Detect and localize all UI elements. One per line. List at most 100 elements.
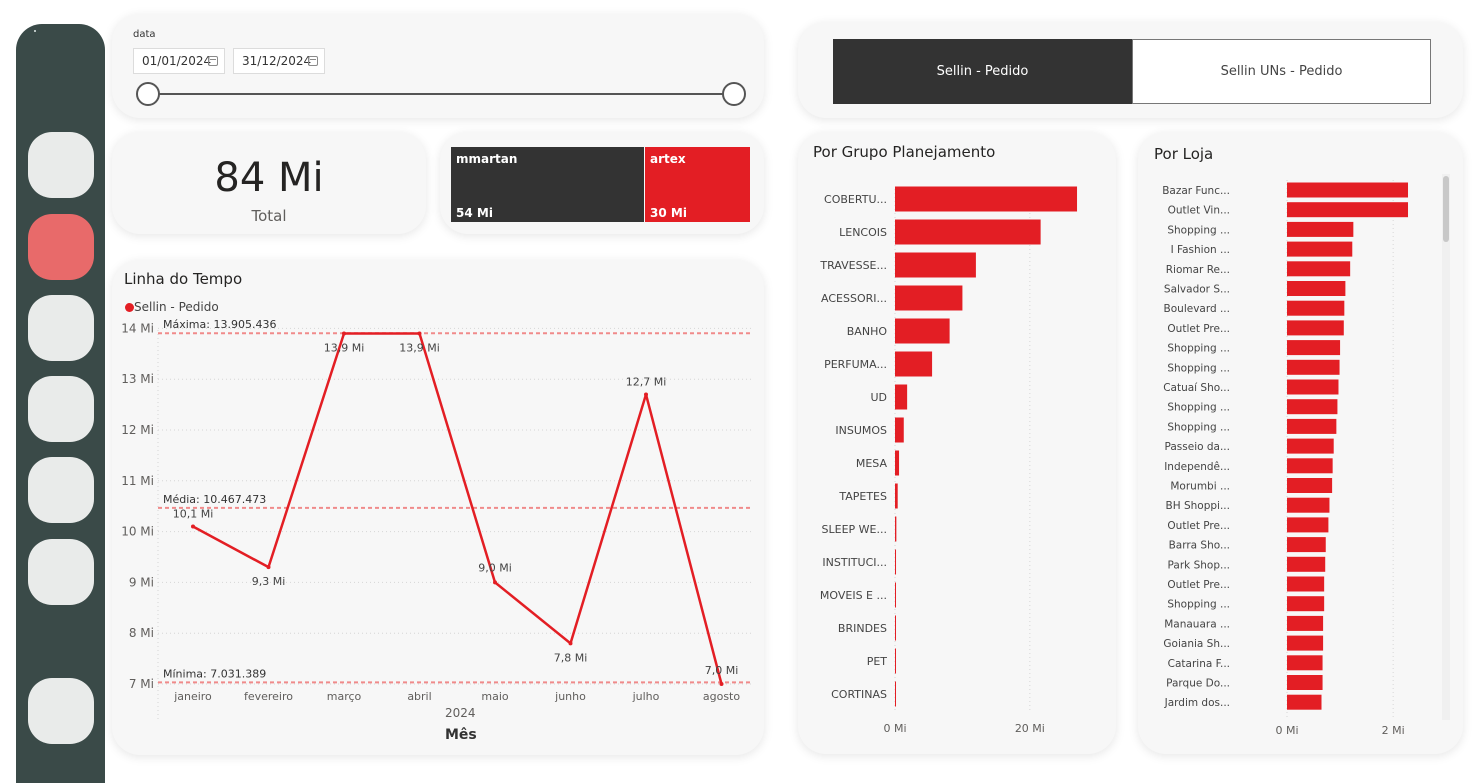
y-tick-label: 10 Mi [121,525,154,539]
treemap-tile-mmartan[interactable]: mmartan 54 Mi [451,147,644,222]
bar[interactable] [1287,281,1346,296]
bar[interactable] [1287,399,1338,415]
bar[interactable] [895,252,976,278]
treemap-tile-artex[interactable]: artex 30 Mi [645,147,750,222]
avg-reference-line-label: Média: 10.467.473 [163,493,266,506]
bar[interactable] [895,219,1041,245]
data-label: 9,0 Mi [478,561,512,574]
calendar-icon[interactable] [308,56,318,66]
bar[interactable] [1287,320,1344,336]
end-date-value: 31/12/2024 [242,54,312,68]
max-reference-line-label: Máxima: 13.905.436 [163,318,276,331]
nav-button-5[interactable] [28,457,94,523]
tab-sellin-pedido[interactable]: Sellin - Pedido [833,39,1132,104]
bar[interactable] [1287,517,1329,533]
bar[interactable] [1287,241,1353,257]
data-point[interactable] [342,331,346,336]
slider-end-handle[interactable] [722,82,746,106]
treemap-label: artex [650,152,686,166]
category-label: Catuaí Sho... [1163,382,1230,394]
category-label: ACESSORI... [821,292,887,305]
bar[interactable] [1287,359,1340,375]
bar[interactable] [895,285,963,311]
bar[interactable] [1287,418,1337,434]
category-label: TRAVESSE... [819,259,887,272]
category-label: Salvador S... [1164,284,1230,296]
bar[interactable] [895,681,896,707]
nav-button-3[interactable] [28,295,94,361]
bar[interactable] [1287,596,1325,612]
category-label: Boulevard ... [1164,303,1230,315]
kpi-value: 84 Mi [214,155,324,201]
data-point[interactable] [493,580,497,585]
category-label: Barra Sho... [1169,540,1230,552]
bar[interactable] [1287,379,1339,395]
bar[interactable] [895,318,950,344]
bar[interactable] [895,549,897,575]
data-point[interactable] [568,641,573,646]
store-chart-scroll-thumb[interactable] [1443,176,1449,242]
data-point[interactable] [191,524,195,529]
nav-button-4[interactable] [28,376,94,442]
nav-button-1[interactable] [28,132,94,198]
bar[interactable] [1287,202,1409,218]
nav-button-7[interactable] [28,678,94,744]
category-label: BANHO [847,325,888,338]
bar[interactable] [895,582,896,608]
bar[interactable] [1287,458,1333,474]
bar[interactable] [1287,182,1409,198]
bar[interactable] [895,615,896,641]
data-label: 7,8 Mi [554,651,588,664]
bar[interactable] [1287,221,1354,237]
bar[interactable] [1287,438,1334,454]
bar[interactable] [895,351,933,377]
nav-button-6[interactable] [28,539,94,605]
bar[interactable] [1287,694,1322,710]
bar[interactable] [1287,300,1345,316]
calendar-icon[interactable] [208,56,218,66]
store-chart-scrollbar[interactable] [1442,174,1450,720]
bar[interactable] [1287,556,1326,572]
bar[interactable] [895,384,908,410]
category-label: PET [867,655,888,668]
bar[interactable] [1287,675,1323,690]
bar[interactable] [895,450,900,476]
category-label: COBERTU... [824,193,887,206]
date-range-slider[interactable] [146,93,736,95]
data-point[interactable] [719,682,724,686]
bar[interactable] [895,648,896,674]
bar[interactable] [1287,537,1326,553]
nav-button-2[interactable] [28,214,94,280]
bar[interactable] [1287,615,1324,631]
bar[interactable] [1287,497,1330,513]
bar[interactable] [1287,478,1333,493]
data-point[interactable] [417,331,422,336]
y-tick-label: 14 Mi [121,321,154,335]
bar[interactable] [895,516,897,542]
treemap-value: 54 Mi [456,206,493,220]
slider-start-handle[interactable] [136,82,160,106]
legend-dot-icon [125,303,134,312]
category-label: Shopping ... [1167,362,1230,374]
bar[interactable] [895,186,1078,212]
x-tick-label: janeiro [173,690,212,703]
bar[interactable] [895,483,898,509]
category-label: Riomar Re... [1166,264,1230,276]
data-point[interactable] [266,565,271,570]
bar[interactable] [1287,576,1325,592]
bar[interactable] [1287,340,1341,356]
bar[interactable] [1287,655,1323,671]
bar[interactable] [1287,635,1324,651]
end-date-input[interactable]: 31/12/2024 [233,48,325,74]
data-point[interactable] [644,392,648,397]
bar[interactable] [895,417,904,443]
x-tick-label: março [327,690,362,703]
category-label: Shopping ... [1167,343,1230,355]
data-label: 13,9 Mi [324,341,365,354]
bar[interactable] [1287,261,1351,277]
tab-sellin-uns-pedido[interactable]: Sellin UNs - Pedido [1132,39,1431,104]
start-date-input[interactable]: 01/01/2024 [133,48,225,74]
